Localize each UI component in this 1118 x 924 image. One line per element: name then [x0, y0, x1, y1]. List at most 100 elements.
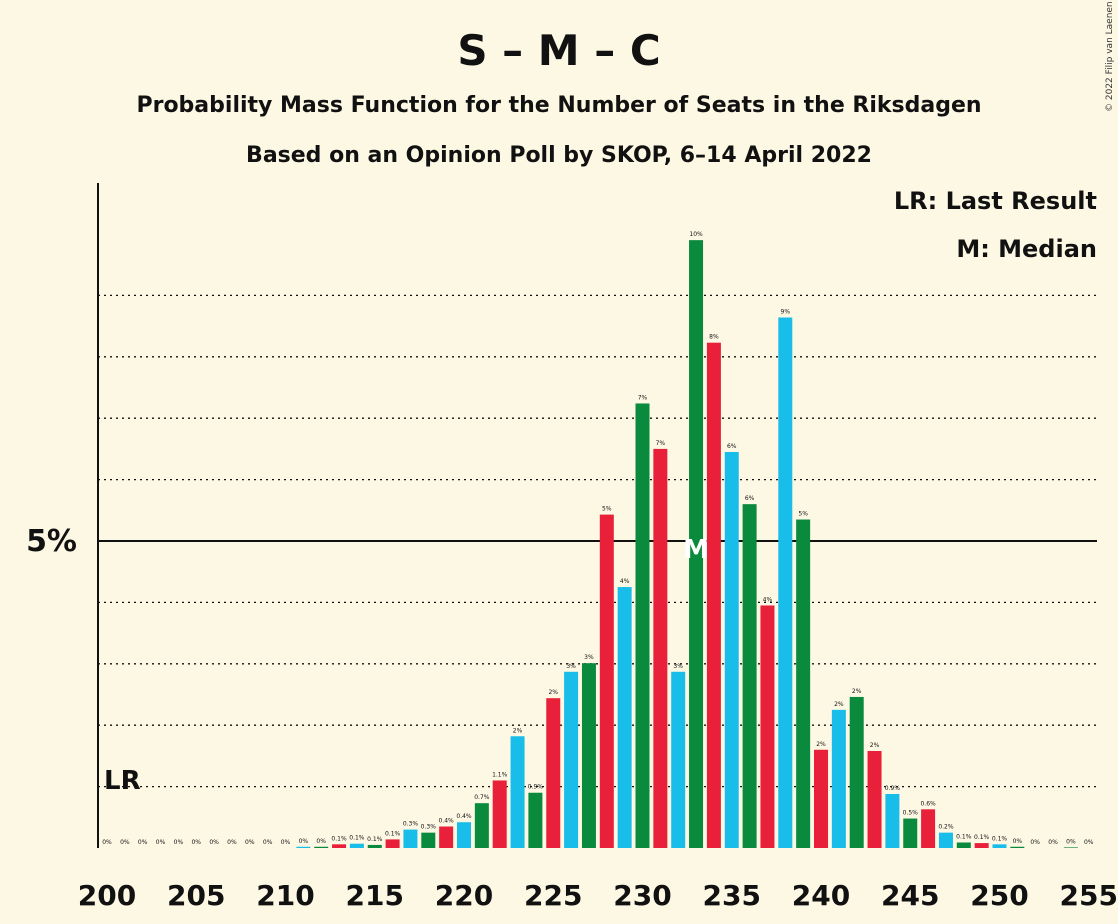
data-label-seat-207: 0% — [227, 839, 237, 846]
chart-subtitle-1: Probability Mass Function for the Number… — [136, 93, 981, 118]
bar-seat-247 — [938, 832, 953, 848]
data-label-seat-252: 0% — [1030, 839, 1040, 846]
bar-seat-223 — [510, 736, 525, 848]
bar-seat-250 — [992, 844, 1007, 848]
bar-seat-228 — [599, 514, 614, 848]
bar-seat-220 — [457, 822, 471, 848]
data-label-seat-237: 4% — [763, 596, 773, 603]
bar-seat-254 — [1063, 847, 1078, 848]
data-label-seat-204: 0% — [174, 839, 184, 846]
data-label-seat-219: 0.4% — [439, 818, 455, 825]
data-label-seat-250: 0.1% — [992, 835, 1008, 842]
x-tick-label-220: 220 — [435, 879, 493, 912]
data-label-seat-227: 3% — [584, 654, 594, 661]
data-label-seat-226: 3% — [566, 663, 576, 670]
bar-seat-234 — [706, 342, 721, 848]
bars — [296, 240, 1078, 848]
data-label-seat-206: 0% — [209, 839, 219, 846]
data-label-seat-202: 0% — [138, 839, 148, 846]
data-label-seat-209: 0% — [263, 839, 273, 846]
y-tick-label-5pct: 5% — [26, 524, 77, 559]
bar-seat-246 — [921, 809, 936, 848]
data-label-seat-210: 0% — [281, 839, 291, 846]
data-label-seat-236: 6% — [745, 495, 755, 502]
bar-seat-213 — [332, 844, 347, 848]
data-label-seat-232: 3% — [673, 663, 683, 670]
legend-median: M: Median — [956, 235, 1097, 263]
data-label-seat-215: 0.1% — [367, 836, 383, 843]
data-label-seat-233: 10% — [689, 231, 703, 238]
x-tick-label-235: 235 — [703, 879, 761, 912]
data-label-seat-248: 0.1% — [956, 833, 972, 840]
bar-seat-214 — [349, 843, 364, 848]
data-label-seat-230: 7% — [638, 394, 648, 401]
data-label-seat-254: 0% — [1066, 838, 1076, 845]
data-label-seat-241: 2% — [834, 701, 844, 708]
data-label-seat-234: 8% — [709, 334, 719, 341]
x-tick-label-210: 210 — [256, 879, 314, 912]
data-label-seat-205: 0% — [191, 839, 201, 846]
data-label-seat-201: 0% — [120, 839, 130, 846]
data-label-seat-218: 0.3% — [421, 824, 437, 831]
bar-seat-226 — [564, 671, 579, 848]
bar-seat-227 — [581, 663, 596, 848]
data-label-seat-214: 0.1% — [349, 835, 365, 842]
data-label-seat-211: 0% — [299, 838, 309, 845]
data-label-seat-243: 2% — [870, 742, 880, 749]
data-label-seat-208: 0% — [245, 839, 255, 846]
bar-seat-235 — [724, 451, 739, 848]
bar-seat-217 — [403, 829, 418, 848]
copyright-credit: © 2022 Filip van Laenen — [1105, 1, 1115, 112]
data-label-seat-238: 9% — [781, 309, 791, 316]
chart-subtitle-2: Based on an Opinion Poll by SKOP, 6–14 A… — [246, 143, 872, 168]
bar-seat-225 — [546, 698, 561, 848]
data-label-seat-228: 5% — [602, 506, 612, 513]
data-label-seat-222: 1.1% — [492, 771, 508, 778]
bar-seat-211 — [296, 846, 311, 848]
data-label-seat-249: 0.1% — [974, 834, 990, 841]
data-label-seat-244: 0.9% — [885, 785, 901, 792]
data-label-seat-220: 0.4% — [456, 813, 472, 820]
x-tick-label-245: 245 — [881, 879, 939, 912]
bar-seat-221 — [474, 803, 489, 848]
data-label-seat-240: 2% — [816, 741, 826, 748]
bar-seat-245 — [903, 818, 918, 848]
bar-seat-233 — [689, 240, 704, 848]
bar-seat-240 — [814, 749, 828, 848]
data-label-seat-253: 0% — [1048, 839, 1058, 846]
x-tick-label-230: 230 — [613, 879, 671, 912]
data-label-seat-203: 0% — [156, 839, 166, 846]
data-label-seat-239: 5% — [798, 511, 808, 518]
legend-last-result: LR: Last Result — [894, 187, 1097, 215]
data-labels: 0% 0% 0% 0% 0% 0% 0% 0% 0% 0% 0% 0% 0% 0.1% 0.1% 0.1%0.… — [102, 231, 1094, 846]
gridlines — [98, 294, 1097, 788]
bar-seat-237 — [760, 605, 775, 848]
bar-seat-231 — [653, 448, 668, 848]
data-label-seat-251: 0% — [1013, 838, 1023, 845]
bar-seat-243 — [867, 750, 882, 848]
bar-seat-248 — [956, 842, 971, 848]
median-marker: M — [683, 535, 709, 565]
bar-seat-229 — [617, 587, 632, 848]
data-label-seat-247: 0.2% — [938, 824, 954, 831]
bar-seat-251 — [1010, 846, 1025, 848]
bar-seat-238 — [778, 317, 793, 848]
bar-seat-244 — [885, 793, 900, 848]
x-tick-label-240: 240 — [792, 879, 850, 912]
bar-seat-224 — [528, 792, 543, 848]
chart-title: S – M – C — [457, 26, 660, 75]
data-label-seat-229: 4% — [620, 578, 630, 585]
bar-seat-215 — [367, 844, 382, 848]
x-tick-label-255: 255 — [1060, 879, 1118, 912]
bar-seat-216 — [385, 839, 400, 848]
data-label-seat-221: 0.7% — [474, 794, 490, 801]
x-tick-labels: 200 205 210 215 220 225 230 235 240 245 250 255 — [78, 879, 1118, 912]
x-tick-label-225: 225 — [524, 879, 582, 912]
bar-seat-239 — [796, 519, 811, 848]
data-label-seat-212: 0% — [316, 838, 326, 845]
data-label-seat-246: 0.6% — [920, 800, 936, 807]
bar-seat-242 — [849, 696, 864, 848]
x-tick-label-205: 205 — [167, 879, 225, 912]
x-tick-label-200: 200 — [78, 879, 136, 912]
